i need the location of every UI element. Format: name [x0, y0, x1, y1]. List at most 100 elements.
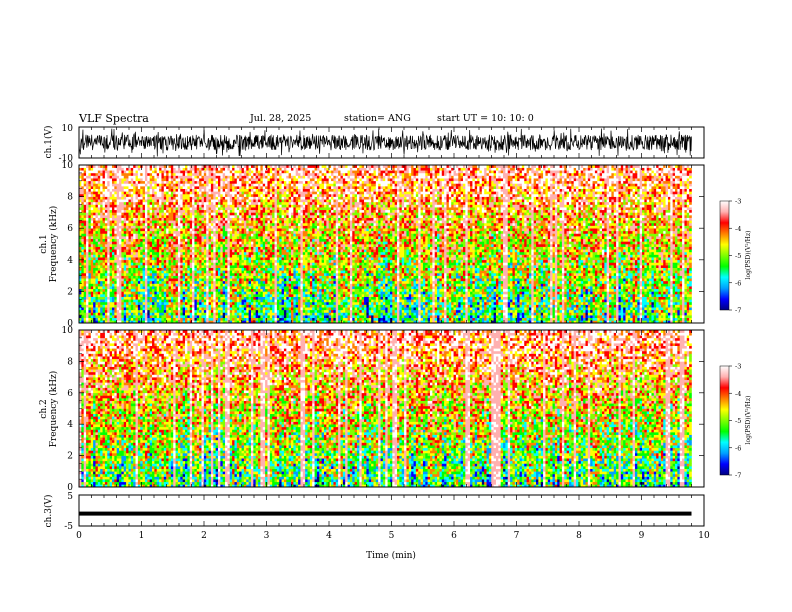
spectrogram-cell	[103, 186, 106, 189]
spectrogram-cell	[133, 226, 136, 229]
spectrogram-cell	[114, 176, 117, 179]
spectrogram-cell	[161, 199, 164, 202]
spectrogram-cell	[112, 247, 115, 250]
spectrogram-cell	[187, 299, 190, 302]
spectrogram-cell	[138, 244, 141, 247]
spectrogram-cell	[199, 199, 202, 202]
spectrogram-cell	[121, 260, 124, 263]
spectrogram-cell	[171, 297, 174, 300]
spectrogram-cell	[202, 236, 205, 239]
spectrogram-cell	[100, 247, 103, 250]
spectrogram-cell	[136, 223, 139, 226]
spectrogram-cell	[154, 305, 157, 308]
spectrogram-cell	[107, 281, 110, 284]
spectrogram-cell	[138, 220, 141, 223]
spectrogram-cell	[173, 239, 176, 242]
spectrogram-cell	[157, 268, 160, 271]
ch1-trace-path	[79, 129, 692, 157]
spectrogram-cell	[197, 181, 200, 184]
spectrogram-cell	[126, 265, 129, 268]
spectrogram-cell	[98, 312, 101, 315]
spectrogram-cell	[192, 191, 195, 194]
spectrogram-cell	[178, 189, 181, 192]
spectrogram-cell	[81, 252, 84, 255]
spectrogram-cell	[110, 305, 113, 308]
spectrogram-cell	[88, 312, 91, 315]
spectrogram-cell	[100, 194, 103, 197]
spectrogram-cell	[199, 231, 202, 234]
spectrogram-cell	[171, 181, 174, 184]
spectrogram-cell	[136, 260, 139, 263]
spectrogram-cell	[91, 239, 94, 242]
spectrogram-cell	[150, 268, 153, 271]
spectrogram-cell	[98, 307, 101, 310]
spectrogram-cell	[147, 273, 150, 276]
spectrogram-cell	[202, 189, 205, 192]
spectrogram-cell	[103, 273, 106, 276]
spectrogram-cell	[178, 181, 181, 184]
spectrogram-cell	[107, 265, 110, 268]
spectrogram-cell	[173, 299, 176, 302]
spectrogram-cell	[107, 212, 110, 215]
spectrogram-cell	[152, 289, 155, 292]
spectrogram-cell	[91, 268, 94, 271]
spectrogram-cell	[194, 262, 197, 265]
spectrogram-cell	[114, 173, 117, 176]
spectrogram-cell	[95, 276, 98, 279]
spectrogram-cell	[187, 191, 190, 194]
spectrogram-cell	[154, 268, 157, 271]
spectrogram-cell	[110, 299, 113, 302]
spectrogram-cell	[121, 202, 124, 205]
spectrogram-cell	[81, 291, 84, 294]
spectrogram-cell	[100, 289, 103, 292]
spectrogram-cell	[110, 168, 113, 171]
spectrogram-cell	[199, 284, 202, 287]
spectrogram-cell	[110, 202, 113, 205]
spectrogram-cell	[157, 218, 160, 221]
spectrogram-cell	[86, 170, 89, 173]
spectrogram-cell	[171, 197, 174, 200]
spectrogram-cell	[171, 305, 174, 308]
spectrogram-cell	[202, 307, 205, 310]
spectrogram-cell	[131, 220, 134, 223]
spectrogram-cell	[112, 315, 115, 318]
spectrogram-cell	[147, 318, 150, 321]
spectrogram-cell	[161, 260, 164, 263]
spectrogram-cell	[138, 257, 141, 260]
spectrogram-cell	[93, 226, 96, 229]
spectrogram-cell	[166, 307, 169, 310]
spectrogram-cell	[105, 210, 108, 213]
spectrogram-cell	[86, 289, 89, 292]
spectrogram-cell	[143, 297, 146, 300]
spectrogram-cell	[202, 191, 205, 194]
spectrogram-cell	[166, 268, 169, 271]
spectrogram-cell	[145, 278, 148, 281]
spectrogram-cell	[107, 191, 110, 194]
spectrogram-cell	[178, 307, 181, 310]
spectrogram-cell	[202, 315, 205, 318]
spectrogram-cell	[150, 239, 153, 242]
spectrogram-cell	[147, 278, 150, 281]
spectrogram-cell	[164, 194, 167, 197]
spectrogram-cell	[110, 281, 113, 284]
spectrogram-cell	[93, 252, 96, 255]
spectrogram-cell	[164, 273, 167, 276]
spectrogram-cell	[138, 205, 141, 208]
spectrogram-cell	[185, 284, 188, 287]
spectrogram-cell	[176, 310, 179, 313]
spectrogram-cell	[178, 291, 181, 294]
spectrogram-cell	[81, 197, 84, 200]
spectrogram-cell	[110, 312, 113, 315]
spectrogram-cell	[100, 207, 103, 210]
spectrogram-cell	[192, 310, 195, 313]
spectrogram-cell	[133, 176, 136, 179]
spectrogram-cell	[117, 294, 120, 297]
spectrogram-cell	[98, 202, 101, 205]
spectrogram-cell	[124, 294, 127, 297]
spectrogram-cell	[112, 191, 115, 194]
spectrogram-cell	[121, 215, 124, 218]
spectrogram-cell	[124, 249, 127, 252]
spectrogram-cell	[93, 255, 96, 258]
spectrogram-cell	[164, 170, 167, 173]
spectrogram-cell	[136, 302, 139, 305]
